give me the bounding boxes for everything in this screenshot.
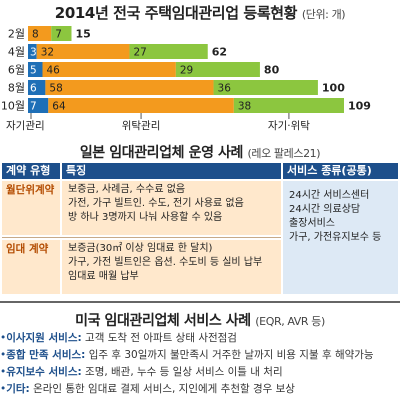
data-label: 27 xyxy=(133,47,146,59)
legend-label: 자기·위탁 xyxy=(268,119,310,132)
japan-section-title: 일본 임대관리업체 운영 사례 (레오 팔레스21) xyxy=(0,142,400,162)
item-label: 종합 만족 서비스: xyxy=(6,349,86,361)
item-text: 조명, 배관, 누수 등 일상 서비스 이틀 내 처리 xyxy=(85,366,283,378)
item-label: 이사지원 서비스: xyxy=(6,332,82,344)
bar-segment xyxy=(51,26,72,41)
bar-segment xyxy=(28,98,49,113)
bullet-icon: • xyxy=(0,332,7,344)
table-header-type: 계약 유형 xyxy=(2,163,60,179)
data-label: 58 xyxy=(49,83,62,95)
feature-line: 가전, 가구 빌트인. 수도, 전기 사용료 없음 xyxy=(68,198,244,209)
legend-label: 자기관리 xyxy=(6,120,45,132)
section-divider xyxy=(0,301,400,303)
contract-type-lease: 임대 계약 xyxy=(2,240,60,294)
bar-segment xyxy=(48,98,234,113)
legend-label: 위탁관리 xyxy=(122,119,161,132)
category-label: 6월 xyxy=(8,64,25,77)
bullet-icon: • xyxy=(0,383,7,395)
chart-unit: (단위: 개) xyxy=(301,8,346,21)
total-label: 80 xyxy=(264,64,280,77)
bar-segment xyxy=(175,62,260,77)
bullet-icon: • xyxy=(0,349,7,361)
data-label: 5 xyxy=(30,65,37,77)
data-label: 7 xyxy=(55,29,62,41)
feature-line: 방 하나 3명까지 나눠 사용할 수 있음 xyxy=(68,212,223,223)
service-item: 가구, 가전유지보수 등 xyxy=(289,232,382,243)
bar-segment xyxy=(28,80,46,95)
item-text: 온라인 통한 임대료 결제 서비스, 지인에게 추천할 경우 보상 xyxy=(33,383,295,395)
service-item: 24시간 서비스센터 xyxy=(289,190,370,201)
data-label: 36 xyxy=(218,83,232,95)
data-label: 7 xyxy=(30,101,37,113)
services-cell: 24시간 서비스센터 24시간 의료상담 출장서비스 가구, 가전유지보수 등 xyxy=(283,181,398,294)
data-label: 29 xyxy=(180,65,193,77)
bar-segment xyxy=(233,98,344,113)
list-item: •기타: 온라인 통한 임대료 결제 서비스, 지인에게 추천할 경우 보상 xyxy=(0,381,400,398)
japan-title: 일본 임대관리업체 운영 사례 xyxy=(79,145,244,161)
total-label: 100 xyxy=(322,82,345,95)
contract-type-monthly: 월단위계약 xyxy=(2,181,60,235)
bar-segment xyxy=(45,80,214,95)
item-text: 고객 도착 전 아파트 상태 사전점검 xyxy=(85,332,237,344)
row-divider xyxy=(2,237,281,238)
data-label: 6 xyxy=(30,83,37,95)
stacked-bar-chart: 2월 8 7 15 4월 3 32 27 62 6월 5 46 29 80 8월 6 58 36 100 10월 7 64… xyxy=(1,26,371,132)
service-item: 24시간 의료상담 xyxy=(289,204,361,215)
feature-cell-monthly: 보증금, 사례금, 수수료 없음 가전, 가구 빌트인. 수도, 전기 사용료 … xyxy=(62,181,281,235)
table-header-feature: 특징 xyxy=(62,163,281,179)
item-text: 입주 후 30일까지 불만족시 거주한 날까지 비용 지불 후 해약가능 xyxy=(88,349,374,361)
bar-segment xyxy=(28,62,43,77)
usa-service-list: •이사지원 서비스: 고객 도착 전 아파트 상태 사전점검 •종합 만족 서비… xyxy=(0,330,400,398)
usa-subtitle: (EQR, AVR 등) xyxy=(255,315,325,328)
feature-cell-lease: 보증금(30㎡ 이상 임대료 한 달치) 가구, 가전 빌트인은 옵션. 수도비… xyxy=(62,240,281,294)
feature-line: 보증금, 사례금, 수수료 없음 xyxy=(68,184,186,195)
category-label: 10월 xyxy=(1,100,25,113)
feature-line: 임대료 매월 납부 xyxy=(68,271,139,282)
list-item: •이사지원 서비스: 고객 도착 전 아파트 상태 사전점검 xyxy=(0,330,400,347)
service-item: 출장서비스 xyxy=(289,218,335,229)
list-item: •유지보수 서비스: 조명, 배관, 누수 등 일상 서비스 이틀 내 처리 xyxy=(0,364,400,381)
bar-segment xyxy=(42,62,176,77)
bar-segment xyxy=(129,44,208,59)
total-label: 109 xyxy=(348,100,371,113)
usa-section-title: 미국 임대관리업체 서비스 사례 (EQR, AVR 등) xyxy=(0,310,400,330)
bar-segment xyxy=(28,26,52,41)
bar-segment xyxy=(36,44,130,59)
feature-line: 가구, 가전 빌트인은 옵션. 수도비 등 실비 납부 xyxy=(68,257,263,268)
feature-line: 보증금(30㎡ 이상 임대료 한 달치) xyxy=(68,243,213,254)
item-label: 유지보수 서비스: xyxy=(6,366,82,378)
list-item: •종합 만족 서비스: 입주 후 30일까지 불만족시 거주한 날까지 비용 지… xyxy=(0,347,400,364)
data-label: 8 xyxy=(32,29,39,41)
bullet-icon: • xyxy=(0,366,7,378)
data-label: 64 xyxy=(52,101,66,113)
item-label: 기타: xyxy=(6,383,30,395)
data-label: 32 xyxy=(41,47,54,59)
total-label: 62 xyxy=(212,46,227,59)
category-label: 8월 xyxy=(8,82,25,95)
category-label: 2월 xyxy=(8,28,25,41)
data-label: 46 xyxy=(46,65,60,77)
bar-segment xyxy=(28,44,37,59)
usa-title: 미국 임대관리업체 서비스 사례 xyxy=(75,313,251,329)
chart-title-text: 2014년 전국 주택임대관리업 등록현황 xyxy=(54,4,298,22)
bar-segment xyxy=(213,80,318,95)
chart-title: 2014년 전국 주택임대관리업 등록현황 (단위: 개) xyxy=(0,2,400,23)
table-header-service: 서비스 종류(공통) xyxy=(283,163,398,179)
data-label: 3 xyxy=(30,47,37,59)
category-label: 4월 xyxy=(8,46,25,59)
data-label: 38 xyxy=(238,101,251,113)
japan-subtitle: (레오 팔레스21) xyxy=(247,147,321,160)
total-label: 15 xyxy=(75,28,90,41)
